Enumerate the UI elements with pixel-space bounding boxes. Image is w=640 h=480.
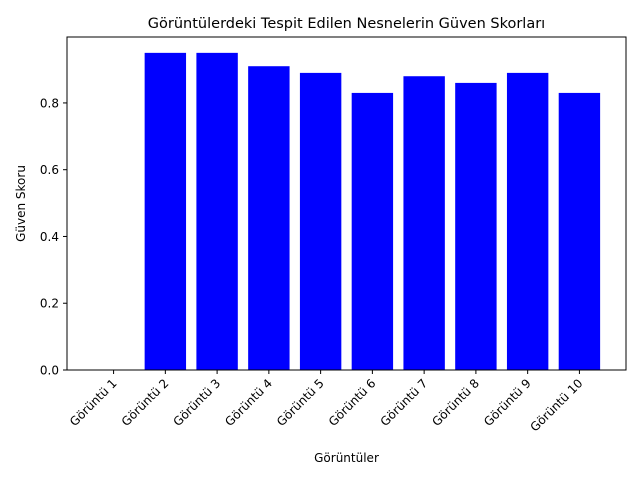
bar-8 bbox=[455, 82, 497, 371]
x-tick-label: Görüntü 2 bbox=[119, 376, 172, 429]
x-tick-label: Görüntü 3 bbox=[171, 376, 224, 429]
x-tick-label: Görüntü 4 bbox=[222, 376, 275, 429]
x-tick-label: Görüntü 9 bbox=[481, 376, 534, 429]
x-tick-label: Görüntü 6 bbox=[326, 376, 379, 429]
bar-2 bbox=[144, 52, 187, 371]
y-tick-label: 0.4 bbox=[40, 230, 59, 244]
bar-9 bbox=[506, 72, 549, 370]
x-tick-label: Görüntü 5 bbox=[274, 376, 327, 429]
y-tick-label: 0.2 bbox=[40, 297, 59, 311]
x-tick-label: Görüntü 10 bbox=[527, 376, 585, 434]
x-tick-label: Görüntü 8 bbox=[429, 376, 482, 429]
y-tick-label: 0.8 bbox=[40, 96, 59, 110]
y-axis: 0.0 0.2 0.4 0.6 0.8 bbox=[40, 96, 67, 378]
x-axis: Görüntü 1 Görüntü 2 Görüntü 3 Görüntü 4 Görü… bbox=[67, 370, 586, 434]
bar-4 bbox=[248, 66, 290, 371]
plot-frame bbox=[66, 36, 627, 371]
bar-10 bbox=[558, 92, 601, 371]
bar-5 bbox=[299, 72, 342, 370]
x-tick-label: Görüntü 1 bbox=[67, 376, 120, 429]
y-tick-label: 0.6 bbox=[40, 163, 59, 177]
x-axis-label: Görüntüler bbox=[314, 451, 379, 465]
x-tick-label: Görüntü 7 bbox=[378, 376, 431, 429]
bars-layer bbox=[144, 52, 601, 371]
chart-title: Görüntülerdeki Tespit Edilen Nesnelerin … bbox=[148, 16, 545, 32]
bar-6 bbox=[351, 92, 394, 371]
bar-7 bbox=[403, 76, 445, 370]
y-tick-label: 0.0 bbox=[40, 364, 59, 378]
bar-3 bbox=[196, 52, 238, 371]
y-axis-label: Güven Skoru bbox=[14, 165, 28, 242]
